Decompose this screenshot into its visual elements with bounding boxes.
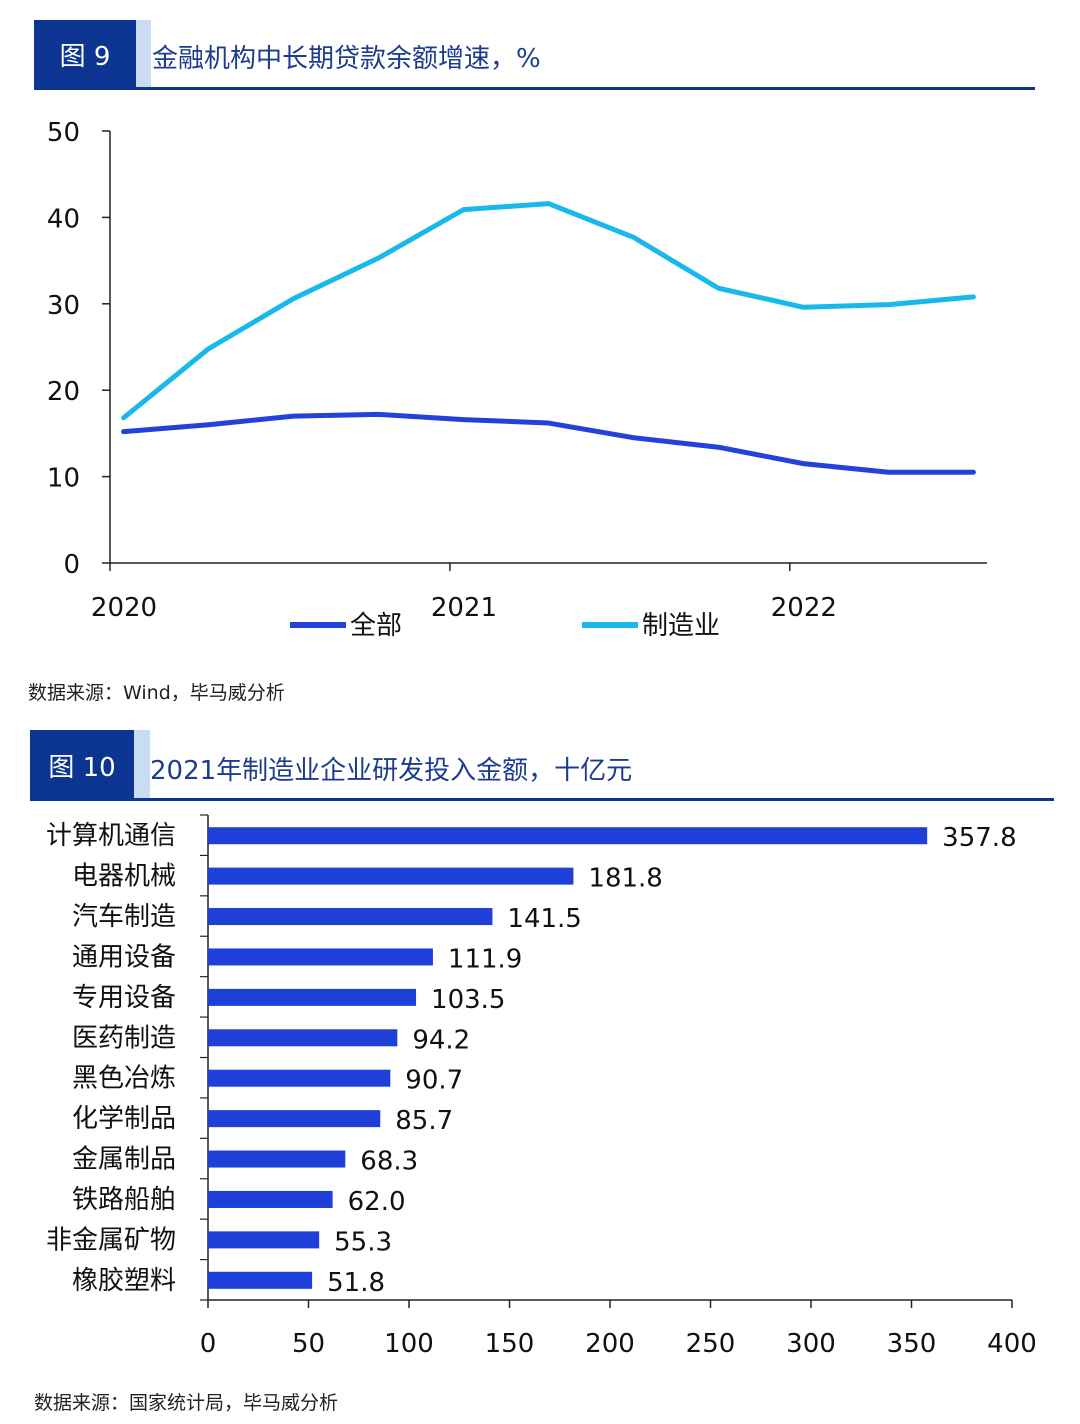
value-label: 62.0 <box>348 1187 406 1217</box>
category-label: 橡胶塑料 <box>72 1266 176 1296</box>
figure10-header-strip <box>134 730 150 800</box>
bar <box>208 1231 320 1249</box>
value-label: 103.5 <box>431 985 505 1015</box>
value-label: 181.8 <box>588 864 662 894</box>
figure10-title: 2021年制造业企业研发投入金额，十亿元 <box>150 756 633 786</box>
figure9-label: 图 9 <box>34 20 136 88</box>
value-label: 68.3 <box>360 1147 418 1177</box>
y-tick-label: 40 <box>47 204 80 234</box>
x-tick-label: 200 <box>585 1329 635 1359</box>
category-label: 电器机械 <box>72 862 176 892</box>
x-tick-label: 250 <box>686 1329 736 1359</box>
value-label: 111.9 <box>448 944 522 974</box>
category-label: 非金属矿物 <box>46 1225 176 1255</box>
bar <box>208 867 574 885</box>
y-tick-label: 20 <box>47 377 80 407</box>
bar <box>208 948 433 966</box>
legend-label: 全部 <box>350 611 402 641</box>
value-label: 51.8 <box>327 1268 385 1298</box>
legend-label: 制造业 <box>642 611 720 641</box>
bar <box>208 988 417 1006</box>
figure9-header-strip <box>136 20 151 88</box>
y-tick-label: 30 <box>47 291 80 321</box>
bar <box>208 908 493 926</box>
bar <box>208 827 928 845</box>
figure9-source: 数据来源：Wind，毕马威分析 <box>28 682 285 704</box>
value-label: 90.7 <box>405 1066 463 1096</box>
x-tick-label: 50 <box>292 1329 325 1359</box>
figure10-header-rule <box>30 798 1054 801</box>
bar <box>208 1150 346 1168</box>
category-label: 通用设备 <box>72 942 176 972</box>
x-tick-label: 300 <box>786 1329 836 1359</box>
figure10-source: 数据来源：国家统计局，毕马威分析 <box>34 1392 339 1414</box>
x-tick-label: 2022 <box>771 593 837 623</box>
x-tick-label: 350 <box>887 1329 937 1359</box>
line-chart: 0 10 20 30 40 50 2020 2021 2022 全部 制造业 <box>47 118 987 641</box>
x-tick-label: 150 <box>485 1329 535 1359</box>
y-tick-label: 0 <box>63 550 80 580</box>
figure9-title: 金融机构中长期贷款余额增速，% <box>152 44 541 74</box>
value-label: 357.8 <box>942 823 1016 853</box>
x-tick-label: 2020 <box>91 593 157 623</box>
y-tick-label: 50 <box>47 118 80 148</box>
category-label: 铁路船舶 <box>72 1185 176 1215</box>
series-line-manufacturing <box>121 201 976 421</box>
y-tick-label: 10 <box>47 464 80 494</box>
category-label: 医药制造 <box>72 1023 176 1053</box>
category-label: 化学制品 <box>72 1104 176 1134</box>
category-label: 专用设备 <box>72 983 176 1013</box>
x-tick-label: 400 <box>987 1329 1037 1359</box>
figure10-label: 图 10 <box>30 730 134 800</box>
bar <box>208 1271 313 1289</box>
value-label: 55.3 <box>334 1227 392 1257</box>
bar <box>208 1029 398 1047</box>
value-label: 141.5 <box>507 904 581 934</box>
bar <box>208 1190 333 1208</box>
category-label: 金属制品 <box>72 1145 176 1175</box>
value-label: 94.2 <box>412 1025 470 1055</box>
x-tick-label: 2021 <box>431 593 497 623</box>
bar <box>208 1110 381 1128</box>
x-tick-label: 0 <box>200 1329 217 1359</box>
category-label: 计算机通信 <box>46 821 176 851</box>
value-label: 85.7 <box>395 1106 453 1136</box>
bar <box>208 1069 391 1087</box>
figure9-header-rule <box>34 87 1035 90</box>
category-label: 汽车制造 <box>72 902 176 932</box>
category-label: 黑色冶炼 <box>72 1064 176 1094</box>
x-tick-label: 100 <box>384 1329 434 1359</box>
